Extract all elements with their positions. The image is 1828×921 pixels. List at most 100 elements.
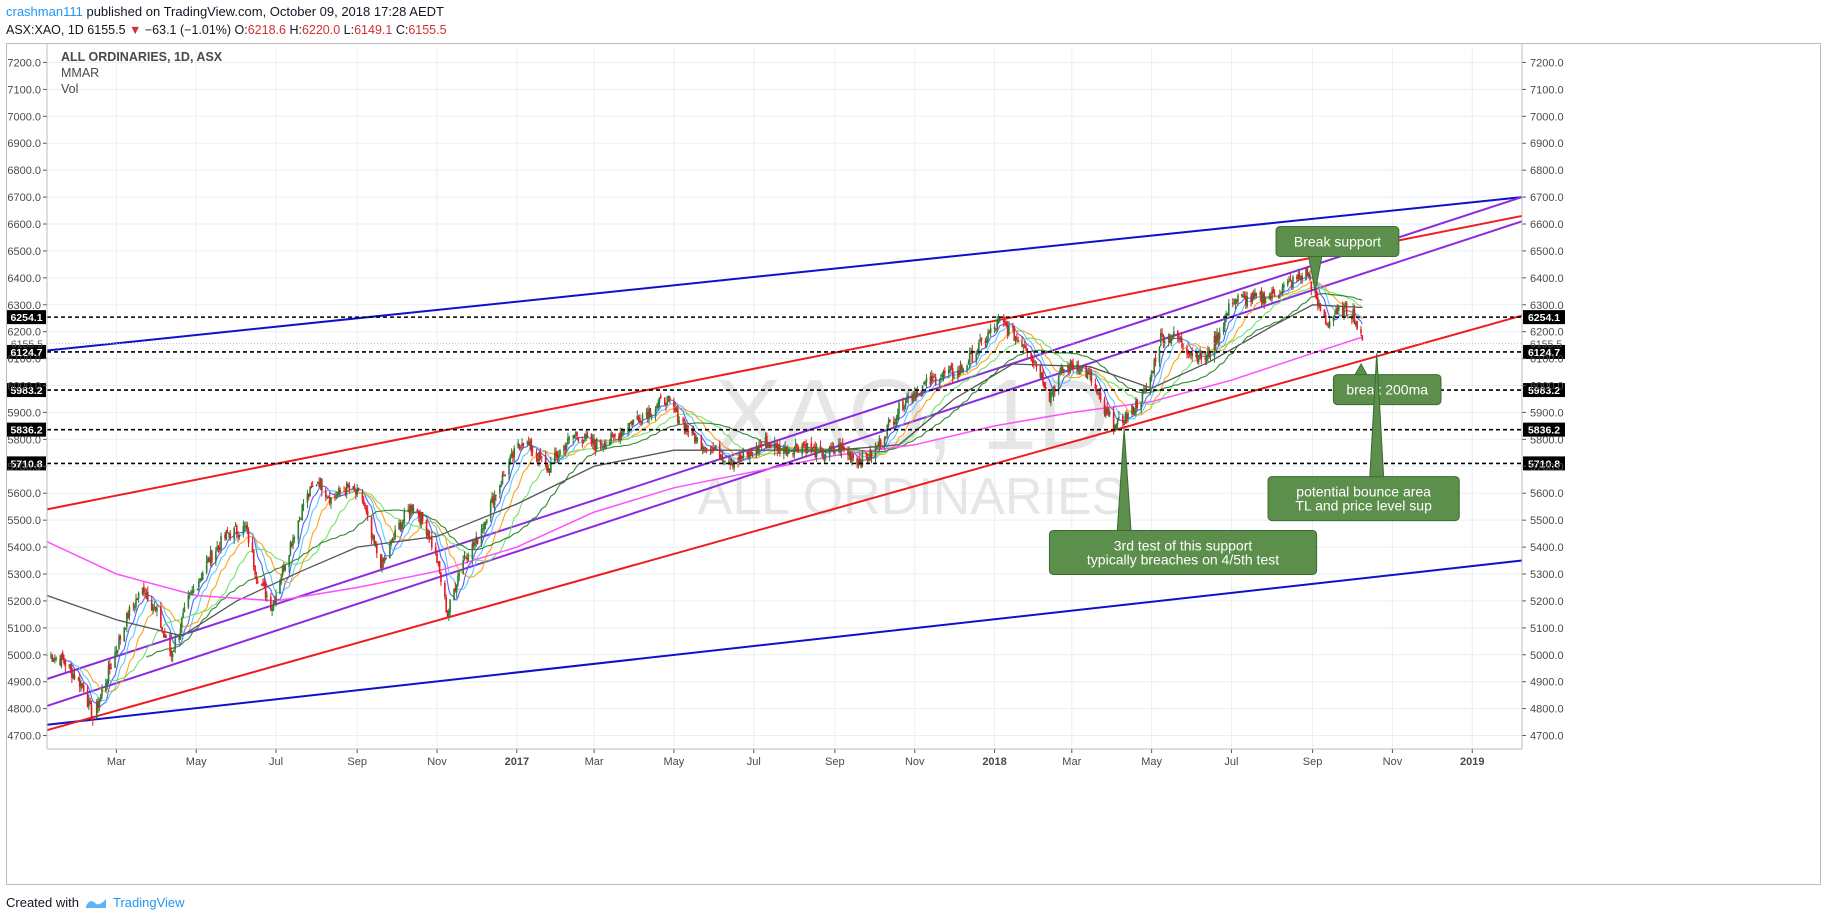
candle-body xyxy=(502,474,505,476)
candle-body xyxy=(1335,308,1337,315)
legend-indicator-vol[interactable]: Vol xyxy=(61,82,78,96)
candle xyxy=(489,498,492,523)
candle-body xyxy=(440,572,442,583)
candle-body xyxy=(640,421,642,423)
candle xyxy=(504,474,506,477)
candle-body xyxy=(391,540,394,542)
candle xyxy=(463,551,466,561)
candle-body xyxy=(425,519,428,535)
candle xyxy=(567,432,569,445)
candle xyxy=(531,445,534,457)
candle xyxy=(284,565,286,572)
candle-body xyxy=(1008,326,1010,335)
candle-body xyxy=(585,434,588,437)
candle-body xyxy=(475,536,478,543)
candle-body xyxy=(169,634,171,652)
candle-body xyxy=(1167,335,1170,343)
author-link[interactable]: crashman111 xyxy=(6,4,83,19)
candle-body xyxy=(1081,367,1084,369)
callout-text: 3rd test of this support xyxy=(1114,537,1253,553)
candle xyxy=(875,444,878,450)
candle-body xyxy=(916,390,919,396)
candle xyxy=(137,591,140,603)
legend: ALL ORDINARIES, 1D, ASX MMAR Vol xyxy=(61,50,223,96)
candle xyxy=(838,438,840,454)
tradingview-link[interactable]: TradingView xyxy=(112,895,185,910)
candle xyxy=(107,660,110,685)
candle xyxy=(573,434,576,439)
candle xyxy=(581,436,584,448)
candle xyxy=(585,430,588,442)
candle-body xyxy=(400,523,403,530)
candle-body xyxy=(444,582,446,597)
candle xyxy=(457,570,459,587)
candle-body xyxy=(141,587,144,595)
candle-body xyxy=(54,658,56,661)
candle-body xyxy=(1123,423,1125,425)
candle-body xyxy=(279,582,281,594)
candle-body xyxy=(482,528,484,530)
candle xyxy=(950,362,953,371)
candle-body xyxy=(1076,364,1078,371)
candle xyxy=(1179,335,1182,343)
candle xyxy=(135,593,137,611)
candle-body xyxy=(153,606,156,608)
candle xyxy=(574,431,577,440)
down-arrow-icon: ▼ xyxy=(129,23,142,37)
candle-body xyxy=(73,675,76,679)
candle xyxy=(474,538,476,550)
candle xyxy=(1069,359,1072,374)
candle xyxy=(275,589,277,607)
candle xyxy=(513,445,516,463)
candle xyxy=(1106,402,1108,416)
candle-body xyxy=(1283,284,1285,288)
candle-body xyxy=(64,661,67,667)
candle-body xyxy=(1132,406,1135,415)
level-label-left: 5983.2 xyxy=(7,383,46,398)
candle-body xyxy=(429,537,432,539)
candle xyxy=(811,447,814,452)
candle xyxy=(930,370,933,384)
candle xyxy=(559,448,561,457)
candle xyxy=(289,540,292,557)
candle-body xyxy=(555,451,557,456)
candle xyxy=(714,444,717,451)
candle xyxy=(1002,314,1005,327)
candle xyxy=(118,633,120,650)
candle-body xyxy=(207,557,209,563)
candle xyxy=(1057,374,1060,395)
candle-body xyxy=(636,416,639,420)
candle xyxy=(1014,335,1017,345)
candle xyxy=(751,451,754,458)
candle-body xyxy=(883,438,886,447)
candle-body xyxy=(1169,335,1171,343)
y-tick-label-left: 6100.0 xyxy=(7,354,41,366)
legend-indicator-mmar[interactable]: MMAR xyxy=(61,66,99,80)
candle xyxy=(1115,423,1118,430)
candle xyxy=(225,529,228,541)
x-tick-label: Jul xyxy=(1224,756,1238,768)
candle-body xyxy=(288,555,290,567)
candle xyxy=(101,684,103,699)
candle xyxy=(1140,401,1142,414)
candle-body xyxy=(1326,324,1328,326)
callout: Break support xyxy=(1275,226,1400,292)
candle xyxy=(71,663,73,684)
candle xyxy=(235,523,238,538)
candle xyxy=(133,603,136,613)
candle-body xyxy=(540,456,543,458)
candle xyxy=(895,415,898,428)
candle-body xyxy=(407,509,410,512)
candle-body xyxy=(603,444,606,448)
candle-body xyxy=(612,434,615,437)
candle xyxy=(546,463,548,473)
candle-body xyxy=(564,446,567,450)
candle xyxy=(779,440,781,457)
candle xyxy=(1090,368,1093,386)
price-chart[interactable]: XAO, 1D ALL ORDINARIES 6254.1 6254.16124.… xyxy=(7,44,1820,884)
candle-body xyxy=(1159,332,1162,346)
chart-frame[interactable]: XAO, 1D ALL ORDINARIES 6254.1 6254.1 6124.… xyxy=(6,43,1821,885)
level-tag-right xyxy=(1523,344,1565,359)
candle-body xyxy=(61,652,64,659)
candle-body xyxy=(1191,353,1193,357)
